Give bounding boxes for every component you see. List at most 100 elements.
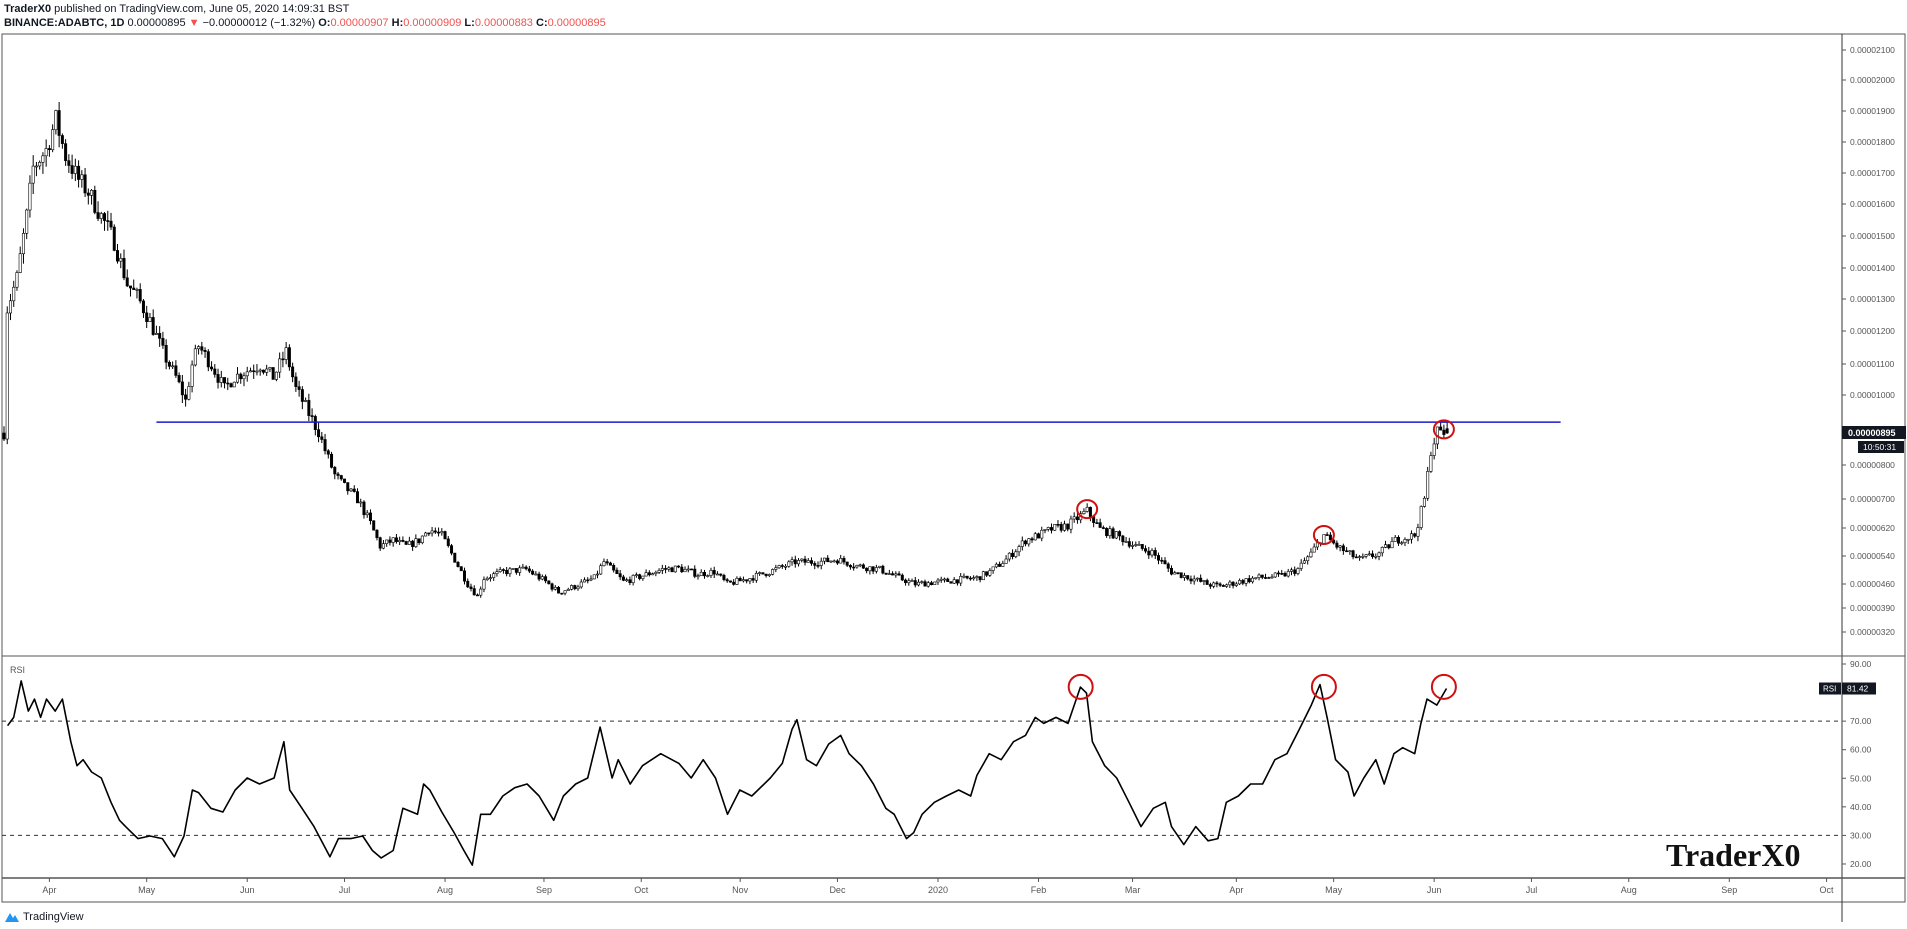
candle-body (330, 453, 334, 468)
candle-body (1419, 506, 1423, 528)
candle-body (158, 333, 162, 339)
candle-body (1445, 428, 1449, 434)
candle-body (492, 573, 496, 578)
candle-body (933, 581, 937, 585)
candle-body (1182, 575, 1186, 578)
candle-body (1134, 544, 1138, 546)
rsi-tick-label: 90.00 (1850, 659, 1872, 669)
candle-body (858, 564, 862, 567)
price-tick-label: 0.00001700 (1850, 168, 1895, 178)
candle-body (398, 539, 402, 543)
candle-body (51, 129, 55, 151)
rsi-tick-label: 70.00 (1850, 716, 1872, 726)
candle-body (161, 338, 165, 346)
price-tick-label: 0.00001000 (1850, 390, 1895, 400)
candle-body (1293, 569, 1297, 574)
candle-body (897, 573, 901, 576)
candle-body (819, 560, 823, 566)
candle-body (1020, 540, 1024, 547)
candle-body (1144, 548, 1148, 552)
candle-body (784, 565, 788, 568)
candle-body (411, 540, 415, 547)
candle-body (508, 568, 512, 575)
candle-body (96, 212, 100, 219)
candle-body (378, 537, 382, 549)
candle-body (174, 365, 178, 376)
candle-body (725, 579, 729, 582)
candle-body (917, 581, 921, 586)
candle-body (73, 165, 77, 174)
candle-body (962, 575, 966, 578)
brand-label: TradingView (23, 911, 84, 923)
candle-body (991, 566, 995, 571)
candle-body (278, 358, 282, 373)
candle-body (385, 539, 389, 544)
candle-body (1273, 572, 1277, 578)
author-name[interactable]: TraderX0 (4, 3, 52, 15)
candle-body (634, 574, 638, 576)
candle-body (861, 564, 865, 569)
candle-body (1062, 523, 1066, 531)
candle-body (1040, 529, 1044, 539)
candle-body (761, 572, 765, 575)
candle-body (44, 148, 48, 157)
candle-body (1085, 506, 1089, 512)
candle-body (193, 348, 197, 366)
price-tick-label: 0.00000800 (1850, 460, 1895, 470)
tradingview-logo[interactable]: TradingView (4, 911, 84, 923)
candle-body (417, 538, 421, 544)
candle-body (1007, 552, 1011, 560)
close-label: C: (536, 17, 548, 29)
candle-body (1309, 551, 1313, 558)
rsi-line (6, 680, 1448, 866)
candle-body (456, 562, 460, 567)
candle-body (359, 501, 363, 504)
candle-body (810, 560, 814, 564)
candle-body (1127, 541, 1131, 547)
candle-body (5, 312, 9, 440)
candle-body (1276, 572, 1280, 575)
last-price: 0.00000895 (127, 17, 186, 29)
candle-body (1037, 533, 1041, 539)
candle-body (1283, 573, 1287, 577)
candle-body (1384, 544, 1388, 548)
candle-body (839, 558, 843, 564)
candle-body (1390, 541, 1394, 549)
candle-body (602, 561, 606, 567)
candle-body (936, 579, 940, 583)
candle-body (913, 580, 917, 586)
candle-body (57, 110, 61, 136)
candle-body (148, 317, 152, 322)
candle-body (206, 351, 210, 368)
candle-body (1289, 569, 1293, 572)
candle-body (780, 565, 784, 567)
publish-info: TraderX0 published on TradingView.com, J… (4, 3, 349, 15)
candle-body (537, 573, 541, 580)
candle-body (190, 364, 194, 387)
candle-body (822, 557, 826, 562)
candle-body (826, 557, 830, 563)
candle-body (920, 581, 924, 583)
candle-body (1328, 534, 1332, 541)
candle-body (362, 501, 366, 516)
candle-body (420, 535, 424, 544)
candle-body (790, 559, 794, 563)
candle-body (1179, 572, 1183, 578)
candle-body (1001, 563, 1005, 567)
candle-body (735, 578, 739, 585)
price-tick-label: 0.00001500 (1850, 231, 1895, 241)
candle-body (323, 439, 327, 452)
candle-body (1195, 577, 1199, 580)
rsi-badge-box (1819, 682, 1841, 695)
candle-body (336, 473, 340, 476)
candle-body (1101, 527, 1105, 529)
candle-body (1118, 531, 1122, 537)
candle-body (1439, 426, 1443, 431)
candle-body (1406, 538, 1410, 541)
candle-body (553, 586, 557, 590)
candle-body (368, 512, 372, 522)
candle-body (404, 541, 408, 545)
candle-body (64, 143, 68, 161)
candle-body (774, 567, 778, 570)
